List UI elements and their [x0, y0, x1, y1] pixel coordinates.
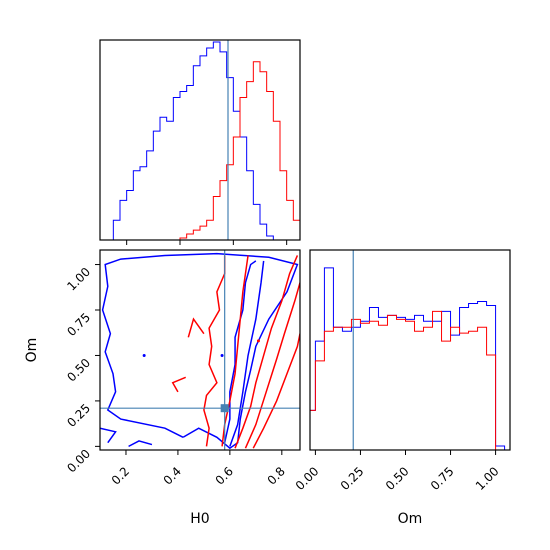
- om-y-tick-label: 0.00: [64, 447, 93, 476]
- contour-red-10: [171, 376, 187, 393]
- contour-blue-3: [128, 440, 153, 448]
- om-x-tick-label: 0.25: [338, 464, 367, 493]
- contour-red-9: [252, 333, 300, 449]
- om-x-tick-label: 0.50: [383, 464, 412, 493]
- om-histogram-blue: [310, 267, 510, 450]
- contour-red-11: [187, 317, 205, 338]
- contour-dot: [142, 353, 146, 357]
- om-y-tick-label: 0.25: [64, 401, 93, 430]
- h0-x-tick-label: 0.4: [161, 464, 184, 487]
- h0-x-tick-label: 0.6: [213, 464, 236, 487]
- h0-histogram-frame: [99, 39, 301, 241]
- h0-axis-label: H0: [190, 511, 209, 527]
- om-histogram-red: [310, 310, 510, 450]
- om-axis-label: Om: [398, 511, 423, 527]
- truth-marker: [220, 404, 229, 413]
- contour-red-6: [221, 255, 249, 447]
- h0-histogram-red: [100, 61, 300, 240]
- contour-red-5: [203, 255, 226, 447]
- om-y-axis-label: Om: [24, 338, 40, 363]
- contour-blue-1: [223, 260, 257, 443]
- om-x-tick-label: 0.75: [428, 464, 457, 493]
- contour-dot: [220, 353, 224, 357]
- h0-x-tick-label: 0.2: [109, 464, 132, 487]
- h0-x-tick-label: 0.8: [265, 464, 288, 487]
- om-histogram-frame: [309, 249, 511, 451]
- contour-blue-0: [101, 252, 299, 450]
- contour-dot: [256, 339, 260, 343]
- contour-blue-2: [229, 260, 265, 447]
- contour-red-7: [234, 255, 299, 449]
- om-y-tick-label: 1.00: [64, 265, 93, 294]
- contour-blue-4: [100, 427, 117, 444]
- om-y-tick-label: 0.50: [64, 356, 93, 385]
- om-x-tick-label: 1.00: [473, 464, 502, 493]
- joint-frame: [99, 249, 301, 451]
- om-x-tick-label: 0.00: [293, 464, 322, 493]
- contour-red-8: [244, 282, 300, 449]
- h0-histogram-blue: [100, 41, 300, 240]
- om-y-tick-label: 0.75: [64, 310, 93, 339]
